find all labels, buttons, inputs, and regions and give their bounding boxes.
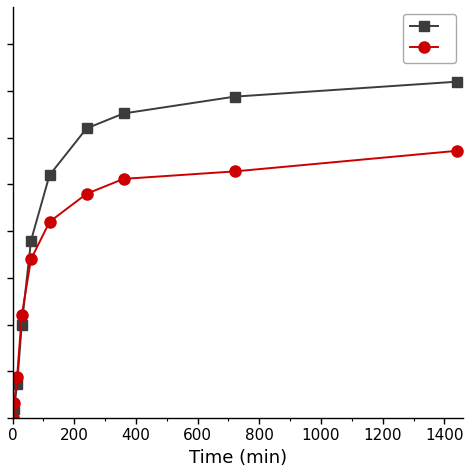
Legend: , : ,	[403, 14, 456, 63]
X-axis label: Time (min): Time (min)	[189, 449, 287, 467]
